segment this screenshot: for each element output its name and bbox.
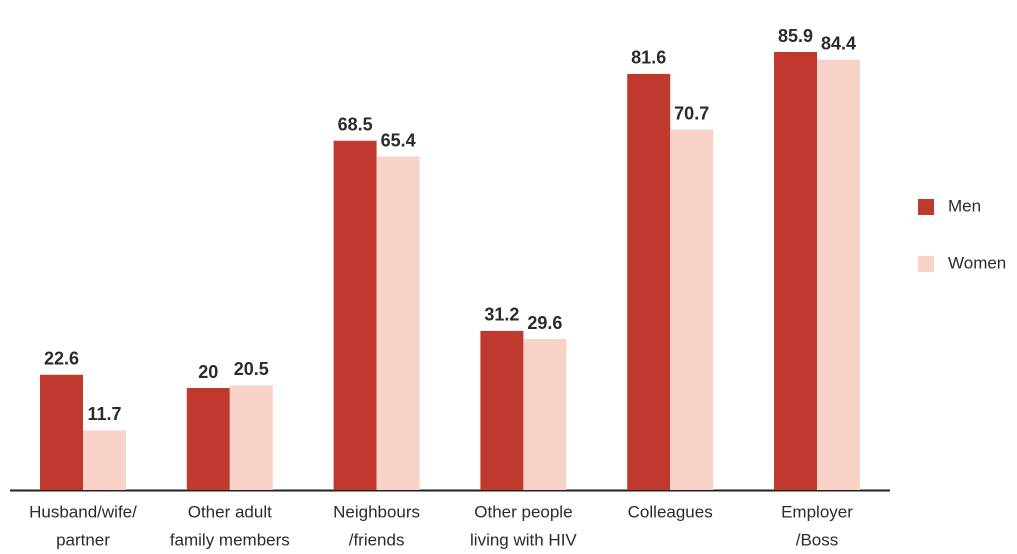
value-label: 31.2	[484, 305, 519, 325]
bar	[480, 330, 524, 490]
legend-swatch	[918, 199, 934, 215]
value-label: 81.6	[631, 48, 666, 68]
x-tick-label: Other people	[474, 502, 572, 521]
x-tick-label: Husband/wife/	[29, 502, 137, 521]
bar	[817, 59, 860, 490]
value-label: 20.5	[234, 359, 269, 379]
bar	[627, 73, 671, 491]
value-label: 20	[198, 362, 218, 382]
bar	[523, 339, 567, 490]
value-label: 85.9	[778, 26, 813, 46]
x-tick-label: Colleagues	[628, 502, 713, 521]
bar	[670, 129, 714, 490]
x-tick-label: Employer	[781, 502, 853, 521]
legend-label: Women	[948, 253, 1006, 272]
bar	[40, 374, 83, 490]
legend-swatch	[918, 256, 934, 272]
value-label: 68.5	[338, 114, 373, 134]
x-tick-label: living with HIV	[470, 530, 577, 549]
value-label: 29.6	[527, 313, 562, 333]
value-label: 22.6	[44, 349, 79, 369]
x-tick-label: /Boss	[796, 530, 839, 549]
x-tick-label: Other adult	[188, 502, 272, 521]
value-label: 84.4	[821, 33, 856, 53]
bar	[229, 385, 273, 490]
bar	[376, 156, 420, 491]
bar	[186, 388, 230, 490]
x-tick-label: Neighbours	[333, 502, 420, 521]
legend-label: Men	[948, 196, 981, 215]
bar	[333, 140, 377, 490]
value-label: 70.7	[674, 103, 709, 123]
value-label: 65.4	[381, 130, 416, 150]
bar	[83, 430, 126, 490]
x-tick-label: family members	[170, 530, 290, 549]
bar	[774, 52, 817, 490]
x-tick-label: /friends	[349, 530, 405, 549]
x-tick-label: partner	[56, 530, 110, 549]
value-label: 11.7	[87, 404, 121, 424]
